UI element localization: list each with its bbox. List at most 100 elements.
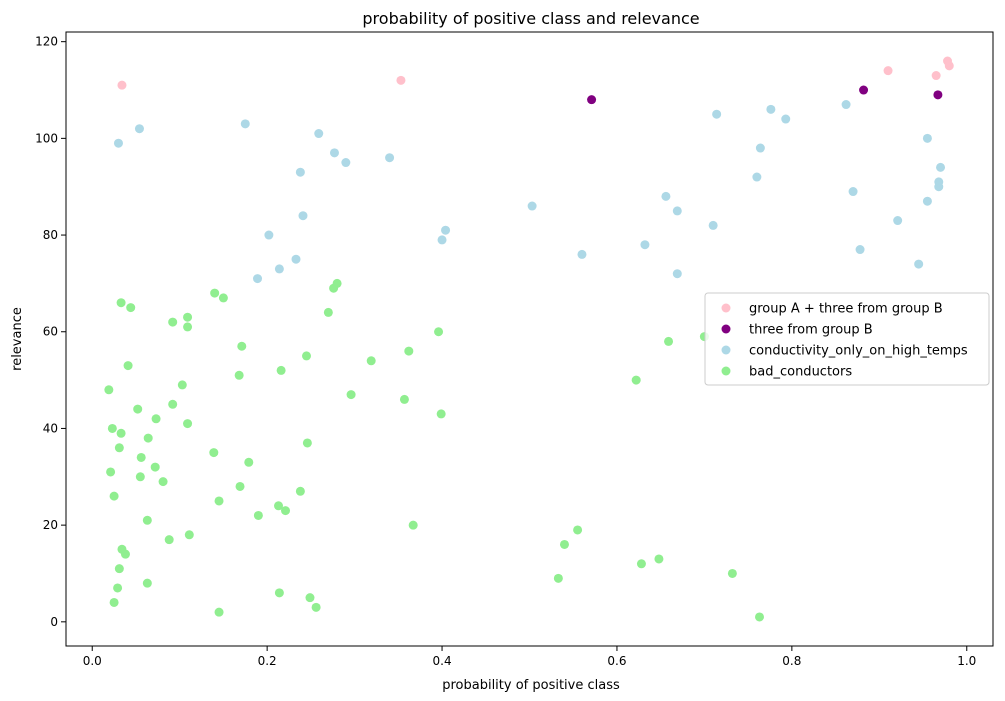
- scatter-point-series-3: [168, 317, 178, 327]
- x-axis: 0.0 0.2 0.4 0.6 0.8 1.0: [83, 646, 976, 668]
- legend-label: conductivity_only_on_high_temps: [749, 344, 968, 359]
- scatter-point-series-3: [183, 419, 193, 429]
- scatter-point-series-3: [184, 530, 194, 540]
- legend-label: group A + three from group B: [749, 302, 943, 317]
- scatter-point-series-1: [859, 85, 869, 95]
- legend-marker: [721, 366, 731, 376]
- scatter-point-series-3: [323, 307, 333, 317]
- scatter-point-series-2: [934, 182, 944, 192]
- x-tick-label: 0.2: [258, 654, 277, 668]
- scatter-point-series-2: [264, 230, 274, 240]
- scatter-point-series-3: [573, 525, 583, 535]
- y-tick-label: 20: [43, 518, 58, 532]
- scatter-point-series-3: [168, 399, 178, 409]
- scatter-point-series-1: [587, 95, 597, 105]
- y-tick-label: 60: [43, 325, 58, 339]
- scatter-point-series-2: [527, 201, 537, 211]
- scatter-point-series-3: [274, 501, 284, 511]
- scatter-point-series-3: [209, 448, 219, 458]
- scatter-point-series-3: [214, 496, 224, 506]
- scatter-point-series-3: [755, 612, 765, 622]
- scatter-point-series-2: [712, 109, 722, 119]
- x-tick-label: 1.0: [957, 654, 976, 668]
- scatter-point-series-3: [302, 438, 312, 448]
- legend-marker: [721, 303, 731, 313]
- scatter-point-series-2: [134, 124, 144, 134]
- scatter-point-series-3: [158, 477, 168, 487]
- scatter-point-series-2: [661, 191, 671, 201]
- scatter-point-series-2: [295, 167, 305, 177]
- scatter-point-series-3: [109, 491, 119, 501]
- scatter-point-series-3: [436, 409, 446, 419]
- x-axis-label: probability of positive class: [442, 678, 620, 693]
- scatter-point-series-2: [329, 148, 339, 158]
- y-axis: 0 20 40 60 80 100 120: [35, 35, 66, 629]
- scatter-point-series-2: [437, 235, 447, 245]
- scatter-point-series-3: [305, 593, 315, 603]
- y-tick-label: 0: [50, 615, 58, 629]
- scatter-point-series-3: [164, 535, 174, 545]
- scatter-point-series-3: [183, 322, 193, 332]
- scatter-point-series-3: [281, 506, 291, 516]
- scatter-point-series-3: [332, 278, 342, 288]
- scatter-point-series-2: [640, 240, 650, 250]
- scatter-point-series-3: [434, 327, 444, 337]
- scatter-point-series-3: [114, 443, 124, 453]
- y-tick-label: 80: [43, 228, 58, 242]
- scatter-point-series-2: [752, 172, 762, 182]
- scatter-point-series-3: [109, 597, 119, 607]
- legend-label: three from group B: [749, 323, 873, 338]
- scatter-point-series-2: [708, 220, 718, 230]
- scatter-point-series-2: [936, 162, 946, 172]
- y-tick-label: 120: [35, 35, 58, 49]
- x-tick-label: 0.4: [433, 654, 452, 668]
- chart-title: probability of positive class and releva…: [362, 9, 699, 28]
- scatter-point-series-3: [143, 433, 153, 443]
- scatter-point-series-3: [151, 414, 161, 424]
- scatter-point-series-3: [553, 573, 563, 583]
- x-tick-label: 0.6: [607, 654, 626, 668]
- scatter-point-series-3: [136, 452, 146, 462]
- legend-marker: [721, 324, 731, 334]
- scatter-point-series-3: [727, 568, 737, 578]
- points-layer: [104, 56, 954, 622]
- scatter-point-series-3: [664, 336, 674, 346]
- scatter-point-series-1: [933, 90, 943, 100]
- scatter-point-series-2: [766, 104, 776, 114]
- scatter-point-series-3: [114, 564, 124, 574]
- scatter-point-series-2: [848, 187, 858, 197]
- scatter-point-series-3: [104, 385, 114, 395]
- scatter-point-series-3: [218, 293, 228, 303]
- scatter-point-series-3: [133, 404, 143, 414]
- scatter-point-series-3: [107, 423, 117, 433]
- scatter-point-series-3: [253, 510, 263, 520]
- legend: group A + three from group B three from g…: [704, 292, 990, 386]
- scatter-point-series-2: [922, 196, 932, 206]
- scatter-point-series-3: [210, 288, 220, 298]
- scatter-point-series-2: [577, 249, 587, 259]
- scatter-point-series-2: [672, 269, 682, 279]
- x-tick-label: 0.8: [782, 654, 801, 668]
- scatter-point-series-3: [116, 298, 126, 308]
- scatter-point-series-3: [311, 602, 321, 612]
- scatter-point-series-3: [404, 346, 414, 356]
- scatter-point-series-2: [914, 259, 924, 269]
- scatter-point-series-3: [150, 462, 160, 472]
- scatter-point-series-3: [183, 312, 193, 322]
- plot-frame: [65, 31, 994, 647]
- scatter-point-series-2: [240, 119, 250, 129]
- legend-box: [704, 292, 990, 386]
- scatter-point-series-2: [298, 211, 308, 221]
- scatter-point-series-3: [116, 428, 126, 438]
- scatter-point-series-0: [396, 75, 406, 85]
- scatter-point-series-2: [922, 133, 932, 143]
- scatter-point-series-3: [559, 539, 569, 549]
- scatter-point-series-3: [301, 351, 311, 361]
- scatter-point-series-2: [841, 100, 851, 110]
- scatter-point-series-3: [636, 559, 646, 569]
- scatter-point-series-0: [931, 71, 941, 81]
- scatter-point-series-2: [253, 274, 263, 284]
- scatter-point-series-3: [235, 481, 245, 491]
- scatter-point-series-2: [781, 114, 791, 124]
